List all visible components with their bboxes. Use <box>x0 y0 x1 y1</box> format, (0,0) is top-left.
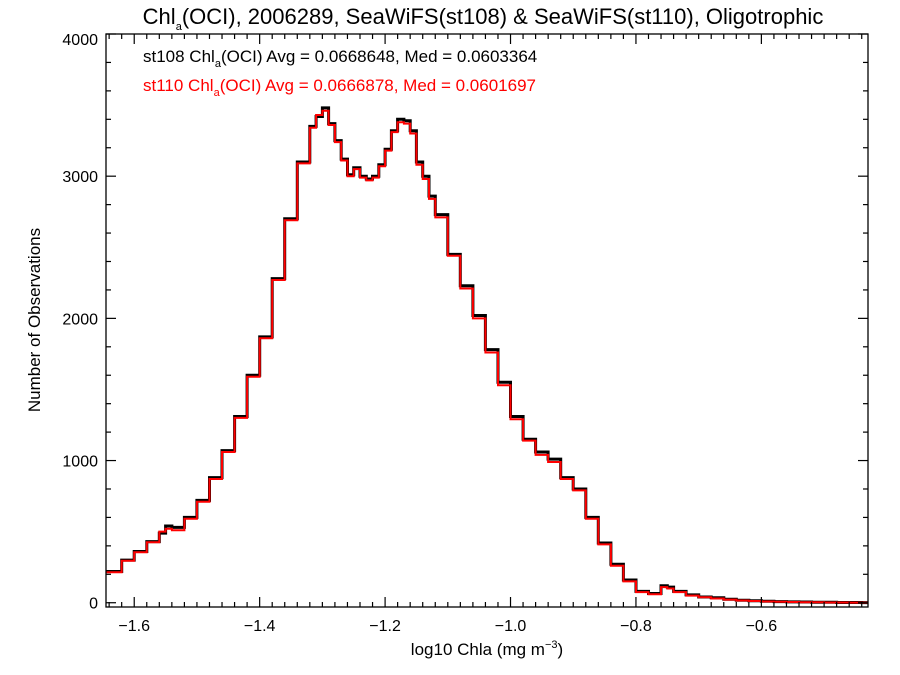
x-tick-label: −1.6 <box>118 618 150 635</box>
legend-annotation-st108: st108 Chla(OCI) Avg = 0.0668648, Med = 0… <box>143 47 537 70</box>
y-tick-label: 1000 <box>62 454 98 471</box>
plot-frame <box>105 33 869 608</box>
x-tick-label: −1.2 <box>369 618 401 635</box>
legend-annotation-st110: st110 Chla(OCI) Avg = 0.0666878, Med = 0… <box>143 76 536 99</box>
chart-title: Chla(OCI), 2006289, SeaWiFS(st108) & Sea… <box>143 4 824 33</box>
x-tick-label: −0.8 <box>620 618 652 635</box>
y-tick-label: 2000 <box>62 311 98 328</box>
series-line-st110 <box>106 109 868 604</box>
series-line-st108 <box>106 106 868 605</box>
x-tick-label: −1.4 <box>244 618 276 635</box>
x-axis-label: log10 Chla (mg m−3) <box>411 639 563 659</box>
series-layer <box>106 106 868 605</box>
x-tick-label: −1.0 <box>495 618 527 635</box>
y-tick-label: 3000 <box>62 169 98 186</box>
y-tick-label: 0 <box>89 596 98 613</box>
y-tick-label: 4000 <box>62 32 98 49</box>
ticks-layer: −1.6 −1.4 −1.2 −1.0 −0.8 −0.6 0 1000 2000 3000 400… <box>62 32 868 635</box>
y-axis-label: Number of Observations <box>25 228 44 412</box>
x-tick-label: −0.6 <box>746 618 778 635</box>
